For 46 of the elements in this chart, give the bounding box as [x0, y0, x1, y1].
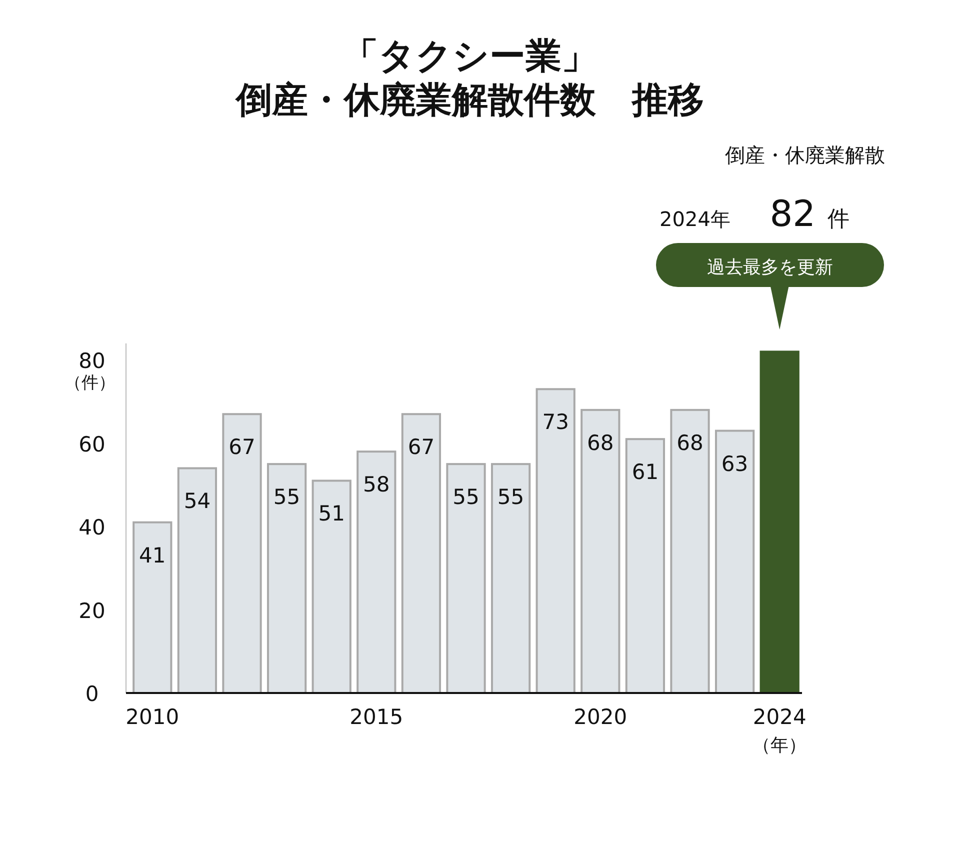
bar — [760, 350, 800, 694]
data-label: 63 — [721, 452, 748, 476]
x-tick-label: 2024 — [752, 705, 806, 729]
bar — [356, 450, 396, 694]
bar — [625, 438, 666, 694]
bar — [536, 388, 576, 694]
bar — [222, 413, 262, 694]
chart-title: 「タクシー業」 — [342, 36, 598, 77]
data-label: 51 — [318, 502, 345, 526]
x-tick-label: 2020 — [574, 705, 628, 729]
data-label: 67 — [408, 435, 435, 460]
x-tick-label: 2015 — [350, 705, 404, 729]
bar — [266, 463, 307, 694]
text: 過去最多を更新 — [707, 257, 833, 278]
bar — [580, 408, 620, 694]
x-axis-title: （年） — [752, 735, 807, 756]
bar — [401, 413, 442, 694]
text: 倒産・休廃業解散 — [725, 143, 885, 167]
data-label: 54 — [184, 489, 211, 514]
x-tick-label: 2010 — [126, 705, 180, 729]
y-tick-label: 40 — [78, 516, 106, 540]
bar — [177, 467, 218, 694]
data-label: 55 — [273, 485, 300, 510]
chart-subtitle: 倒産・休廃業解散件数 推移 — [234, 80, 704, 121]
bar — [312, 480, 352, 694]
text: 82 件 — [770, 194, 850, 235]
data-label: 61 — [632, 460, 659, 484]
data-label: 55 — [497, 485, 524, 510]
y-axis-title: （件） — [64, 373, 116, 393]
y-tick-label: 20 — [78, 598, 106, 623]
bar — [714, 430, 755, 694]
bar — [446, 463, 486, 694]
data-label: 41 — [139, 543, 166, 568]
y-tick-label: 80 — [78, 349, 106, 373]
bar — [670, 408, 710, 694]
y-tick-label: 0 — [85, 682, 99, 706]
data-label: 73 — [542, 410, 569, 434]
data-label: 58 — [363, 472, 390, 497]
y-tick-label: 60 — [78, 432, 106, 456]
text: 2024年 — [660, 207, 730, 231]
data-label: 68 — [587, 430, 614, 455]
bar — [132, 521, 172, 694]
data-label: 67 — [228, 435, 256, 460]
data-label: 55 — [452, 485, 480, 510]
data-label: 68 — [676, 430, 704, 455]
bar — [490, 463, 531, 694]
